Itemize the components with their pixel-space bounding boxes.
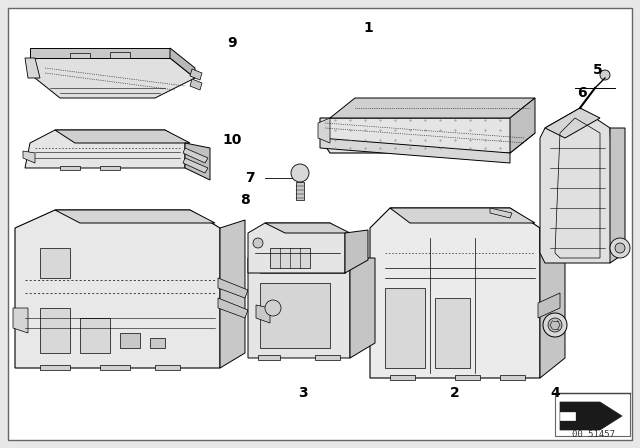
Polygon shape — [60, 166, 80, 170]
Polygon shape — [80, 318, 110, 353]
Circle shape — [253, 238, 263, 248]
Polygon shape — [218, 298, 248, 318]
Polygon shape — [315, 355, 340, 360]
Polygon shape — [120, 333, 140, 348]
Text: 8: 8 — [240, 193, 250, 207]
Polygon shape — [13, 308, 28, 333]
Polygon shape — [345, 230, 368, 273]
Polygon shape — [170, 48, 195, 78]
Polygon shape — [350, 258, 375, 358]
Text: 4: 4 — [550, 386, 560, 400]
Polygon shape — [220, 220, 245, 368]
Circle shape — [291, 164, 309, 182]
Polygon shape — [218, 278, 248, 298]
Circle shape — [615, 243, 625, 253]
Text: 10: 10 — [222, 133, 242, 147]
Text: 5: 5 — [593, 63, 603, 77]
Circle shape — [265, 300, 281, 316]
Polygon shape — [265, 258, 355, 265]
Polygon shape — [540, 108, 615, 263]
Polygon shape — [455, 375, 480, 380]
Polygon shape — [55, 130, 190, 143]
Polygon shape — [385, 288, 425, 368]
Polygon shape — [30, 58, 195, 98]
Polygon shape — [30, 48, 170, 58]
Circle shape — [548, 318, 562, 332]
Polygon shape — [185, 143, 210, 180]
Polygon shape — [390, 375, 415, 380]
Polygon shape — [100, 166, 120, 170]
Polygon shape — [560, 412, 575, 420]
Polygon shape — [320, 118, 535, 153]
Polygon shape — [555, 393, 630, 436]
Polygon shape — [183, 158, 208, 173]
Text: 00 51457: 00 51457 — [572, 430, 614, 439]
Polygon shape — [190, 69, 202, 80]
Polygon shape — [500, 375, 525, 380]
Circle shape — [600, 70, 610, 80]
Polygon shape — [330, 98, 535, 118]
Text: 7: 7 — [245, 171, 255, 185]
Polygon shape — [25, 58, 40, 78]
Polygon shape — [256, 305, 270, 323]
Polygon shape — [490, 208, 512, 218]
Circle shape — [543, 313, 567, 337]
Polygon shape — [538, 293, 560, 318]
Polygon shape — [110, 52, 130, 58]
Polygon shape — [155, 365, 180, 370]
Polygon shape — [100, 365, 130, 370]
Polygon shape — [40, 365, 70, 370]
Polygon shape — [258, 355, 280, 360]
Text: 2: 2 — [450, 386, 460, 400]
Polygon shape — [610, 128, 625, 263]
Polygon shape — [435, 298, 470, 368]
Polygon shape — [268, 248, 355, 260]
Polygon shape — [55, 210, 215, 223]
Polygon shape — [190, 79, 202, 90]
Polygon shape — [183, 148, 208, 163]
Polygon shape — [25, 130, 185, 168]
Polygon shape — [320, 138, 510, 163]
Polygon shape — [40, 308, 70, 353]
Polygon shape — [8, 8, 632, 440]
Polygon shape — [15, 210, 220, 368]
Text: 3: 3 — [298, 386, 308, 400]
Polygon shape — [23, 151, 35, 163]
Polygon shape — [40, 248, 70, 278]
Polygon shape — [296, 182, 304, 200]
Polygon shape — [270, 248, 310, 268]
Polygon shape — [318, 118, 330, 143]
Polygon shape — [70, 53, 90, 58]
Text: 6: 6 — [577, 86, 587, 100]
Polygon shape — [150, 338, 165, 348]
Text: 1: 1 — [363, 21, 373, 35]
Circle shape — [610, 238, 630, 258]
Polygon shape — [260, 283, 330, 348]
Polygon shape — [560, 402, 622, 430]
Polygon shape — [540, 220, 565, 378]
Polygon shape — [370, 208, 540, 378]
Polygon shape — [545, 108, 600, 138]
Polygon shape — [248, 248, 350, 358]
Polygon shape — [265, 223, 350, 233]
Polygon shape — [390, 208, 535, 223]
Polygon shape — [248, 223, 345, 273]
Polygon shape — [510, 98, 535, 153]
Text: 9: 9 — [227, 36, 237, 50]
